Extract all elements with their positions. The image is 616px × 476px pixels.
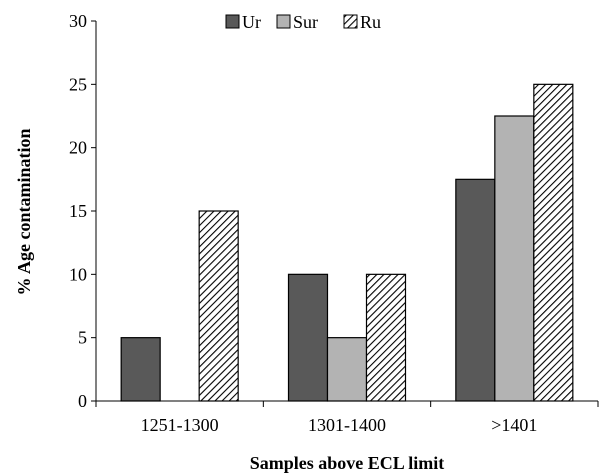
- legend: Ur Sur Ru: [225, 12, 381, 32]
- y-tick-label: 30: [69, 11, 87, 31]
- bar-ur-2: [287, 273, 329, 402]
- y-tick-label: 0: [78, 391, 87, 411]
- bar-sur-2: [326, 337, 368, 402]
- bar-sur-3: [494, 115, 535, 402]
- y-tick-label: 5: [78, 328, 87, 348]
- x-tick-label: 1251-1300: [141, 415, 219, 435]
- legend-label-ru: Ru: [360, 12, 381, 32]
- plot-area: 0 5 10 15 20 25 30 1251-1300 1301-1400 >1401: [69, 11, 599, 435]
- x-tick-label: 1301-1400: [308, 415, 386, 435]
- bar-ur-3: [455, 178, 496, 402]
- legend-swatch-ru: [343, 14, 358, 29]
- y-axis-title: % Age contamination: [14, 128, 34, 295]
- y-tick-label: 15: [69, 201, 87, 221]
- bar-ru-3: [533, 83, 574, 402]
- legend-swatch-sur: [276, 14, 291, 29]
- x-tick-label: >1401: [491, 415, 537, 435]
- y-tick-label: 25: [69, 74, 87, 94]
- bar-ur-1: [120, 337, 161, 402]
- legend-label-sur: Sur: [293, 12, 318, 32]
- legend-label-ur: Ur: [242, 12, 261, 32]
- y-tick-label: 20: [69, 138, 87, 158]
- y-tick-label: 10: [69, 264, 87, 284]
- legend-swatch-ur: [225, 14, 240, 29]
- x-axis-title: Samples above ECL limit: [250, 453, 445, 473]
- bar-ru-2: [365, 273, 407, 402]
- bar-ru-1: [198, 210, 239, 402]
